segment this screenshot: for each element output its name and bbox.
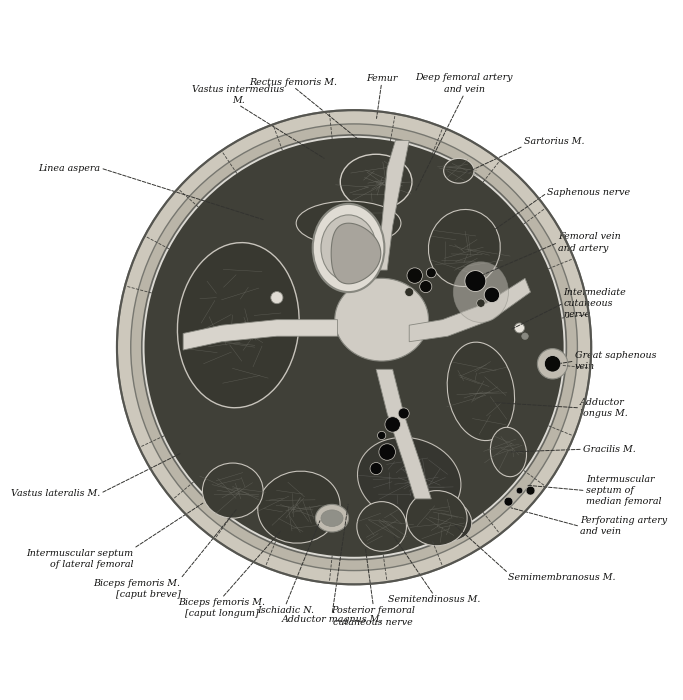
Text: Femoral vein
and artery: Femoral vein and artery (558, 232, 621, 253)
Ellipse shape (257, 471, 340, 543)
Text: Perforating artery
and vein: Perforating artery and vein (580, 517, 667, 536)
Polygon shape (409, 279, 531, 342)
Circle shape (270, 292, 283, 304)
Text: Intermediate
cutaneous
nerve: Intermediate cutaneous nerve (563, 288, 626, 318)
Text: Vastus lateralis M.: Vastus lateralis M. (11, 489, 100, 498)
Ellipse shape (357, 438, 461, 522)
Circle shape (145, 138, 563, 557)
Text: Semimembranosus M.: Semimembranosus M. (508, 573, 616, 582)
Polygon shape (183, 320, 337, 350)
Circle shape (419, 281, 432, 293)
Text: Vastus intermedius
M.: Vastus intermedius M. (192, 85, 284, 104)
Circle shape (516, 487, 522, 494)
Text: Femur: Femur (366, 74, 398, 83)
Text: Intermuscular septum
of lateral femoral: Intermuscular septum of lateral femoral (27, 549, 133, 568)
Polygon shape (376, 370, 431, 499)
Circle shape (130, 124, 577, 570)
Text: Ischiadic N.: Ischiadic N. (257, 606, 313, 615)
Circle shape (407, 268, 423, 284)
Circle shape (385, 416, 400, 432)
Ellipse shape (335, 279, 428, 361)
Ellipse shape (406, 491, 467, 546)
Ellipse shape (444, 158, 474, 183)
Text: Sartorius M.: Sartorius M. (524, 137, 584, 146)
Ellipse shape (202, 463, 263, 518)
Circle shape (465, 271, 486, 292)
Ellipse shape (321, 510, 343, 526)
Text: Intermuscular
septum of
median femoral: Intermuscular septum of median femoral (585, 475, 661, 506)
Circle shape (142, 135, 566, 559)
Ellipse shape (316, 505, 348, 532)
Text: Biceps femoris M.
[caput breve]: Biceps femoris M. [caput breve] (94, 579, 180, 599)
Ellipse shape (357, 502, 406, 552)
Text: Semitendinosus M.: Semitendinosus M. (388, 596, 480, 604)
Circle shape (526, 486, 535, 495)
Ellipse shape (490, 427, 527, 477)
Circle shape (370, 463, 382, 475)
Circle shape (522, 333, 529, 340)
Ellipse shape (447, 342, 514, 440)
Ellipse shape (413, 495, 472, 541)
Text: Great saphenous
vein: Great saphenous vein (574, 351, 656, 371)
Ellipse shape (454, 262, 508, 323)
Ellipse shape (178, 243, 299, 408)
Ellipse shape (428, 209, 500, 286)
Text: Gracilis M.: Gracilis M. (583, 444, 636, 454)
Text: Biceps femoris M.
[caput longum]: Biceps femoris M. [caput longum] (178, 598, 265, 618)
Text: Saphenous nerve: Saphenous nerve (547, 188, 630, 197)
Circle shape (484, 287, 500, 302)
Circle shape (405, 288, 414, 297)
Circle shape (378, 431, 386, 440)
Text: Adductor magnus M.: Adductor magnus M. (281, 615, 382, 624)
Text: Posterior femoral
cutaneous nerve: Posterior femoral cutaneous nerve (331, 606, 415, 627)
Ellipse shape (321, 215, 376, 281)
Polygon shape (331, 223, 381, 284)
Circle shape (477, 299, 485, 307)
Text: Adductor
longus M.: Adductor longus M. (580, 398, 628, 418)
Circle shape (379, 444, 395, 461)
Circle shape (504, 497, 513, 506)
Circle shape (514, 323, 525, 333)
Ellipse shape (340, 154, 412, 209)
Text: Rectus femoris M.: Rectus femoris M. (249, 78, 337, 87)
Circle shape (117, 110, 591, 584)
Circle shape (426, 268, 436, 278)
Text: Linea aspera: Linea aspera (38, 164, 100, 172)
Ellipse shape (313, 204, 385, 292)
Polygon shape (371, 141, 409, 270)
Circle shape (538, 349, 568, 379)
Text: Deep femoral artery
and vein: Deep femoral artery and vein (415, 74, 513, 94)
Circle shape (398, 408, 409, 419)
Circle shape (544, 356, 561, 372)
Ellipse shape (296, 201, 401, 245)
